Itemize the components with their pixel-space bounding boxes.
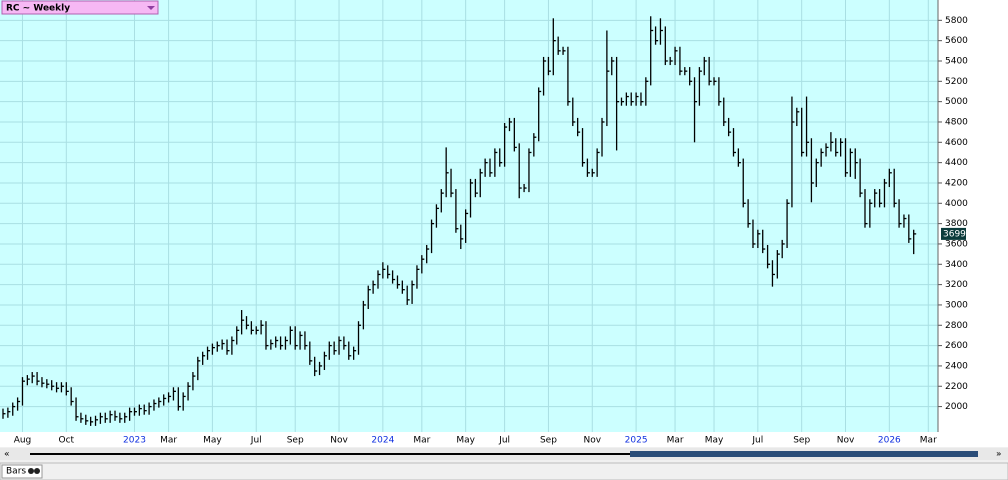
y-tick-label: 3800 <box>945 219 968 229</box>
x-tick-label: 2026 <box>878 436 901 446</box>
x-tick-label: Oct <box>59 436 75 446</box>
x-tick-label: 2024 <box>371 436 394 446</box>
x-tick-label: Nov <box>583 436 601 446</box>
x-tick-label: Nov <box>837 436 855 446</box>
last-value-box <box>941 227 966 240</box>
dropdown-arrow[interactable] <box>147 6 155 10</box>
x-tick-label: Mar <box>920 436 937 446</box>
x-tick-label: 2023 <box>123 436 146 446</box>
x-tick-label: May <box>203 436 222 446</box>
x-tick-label: May <box>705 436 724 446</box>
x-tick-label: 2025 <box>625 436 648 446</box>
y-tick-label: 5600 <box>945 36 968 46</box>
y-tick-label: 2800 <box>945 321 968 331</box>
x-tick-label: Jul <box>250 436 262 446</box>
title-box[interactable] <box>1 0 159 15</box>
dot <box>28 468 34 474</box>
y-tick-label: 5200 <box>945 77 968 87</box>
x-tick-label: Mar <box>667 436 684 446</box>
x-tick-label: Mar <box>160 436 177 446</box>
chart-title: RC ~ Weekly <box>6 4 70 14</box>
x-tick-label: Sep <box>540 436 557 446</box>
y-tick-label: 5400 <box>945 56 968 66</box>
y-tick-label: 3000 <box>945 300 968 310</box>
x-axis-panel <box>0 432 1008 447</box>
y-tick-label: 4200 <box>945 178 968 188</box>
y-tick-label: 2000 <box>945 402 968 412</box>
dot <box>34 468 40 474</box>
x-tick-label: Sep <box>287 436 304 446</box>
x-tick-label: Sep <box>793 436 810 446</box>
y-tick-label: 5000 <box>945 97 968 107</box>
y-tick-label: 4000 <box>945 199 968 209</box>
y-tick-label: 2600 <box>945 341 968 351</box>
scroll-thumb[interactable] <box>630 451 978 457</box>
y-tick-label: 2200 <box>945 382 968 392</box>
y-tick-label: 3400 <box>945 260 968 270</box>
scroll-left[interactable]: « <box>4 450 10 460</box>
x-tick-label: Mar <box>413 436 430 446</box>
y-tick-label: 4800 <box>945 117 968 127</box>
y-axis-panel <box>938 0 1008 432</box>
x-tick-label: Aug <box>14 436 32 446</box>
y-tick-label: 3600 <box>945 239 968 249</box>
x-tick-label: Jul <box>498 436 510 446</box>
plot-area <box>0 0 938 432</box>
x-tick-label: May <box>456 436 475 446</box>
status-bar <box>0 462 1008 480</box>
y-tick-label: 2400 <box>945 361 968 371</box>
y-tick-label: 4400 <box>945 158 968 168</box>
y-tick-label: 5800 <box>945 16 968 26</box>
bars-label: Bars <box>6 467 26 477</box>
last-value-label: 3699 <box>943 229 966 239</box>
y-tick-label: 3200 <box>945 280 968 290</box>
y-tick-label: 4600 <box>945 138 968 148</box>
scroll-right[interactable]: » <box>996 450 1002 460</box>
x-tick-label: Nov <box>330 436 348 446</box>
x-tick-label: Jul <box>751 436 763 446</box>
